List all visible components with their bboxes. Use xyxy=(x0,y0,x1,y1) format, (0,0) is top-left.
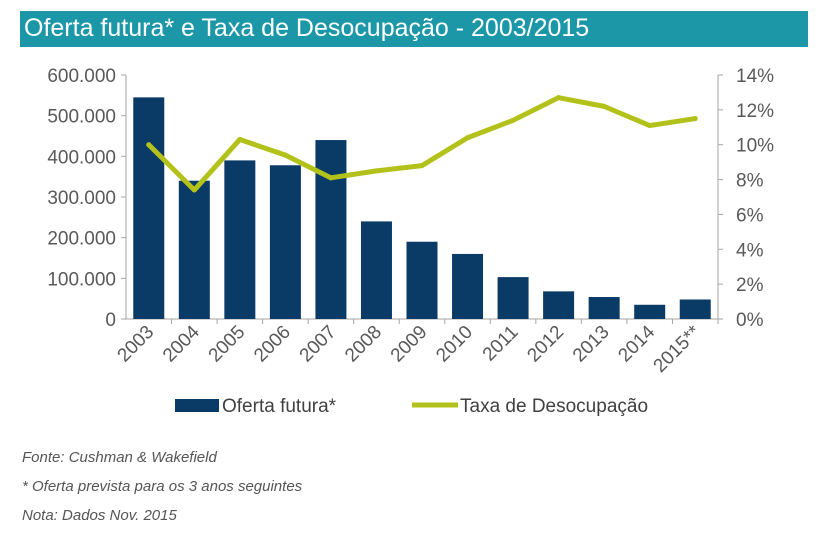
x-tick-label: 2008 xyxy=(341,322,386,367)
chart-title: Oferta futura* e Taxa de Desocupação - 2… xyxy=(24,14,590,42)
x-tick-label: 2005 xyxy=(205,322,250,367)
right-tick-label: 8% xyxy=(736,171,764,192)
x-tick-label: 2006 xyxy=(250,322,295,367)
left-tick-label: 200.000 xyxy=(47,229,116,250)
left-tick-label: 500.000 xyxy=(47,107,116,128)
left-tick-label: 600.000 xyxy=(47,66,116,87)
line-point xyxy=(692,116,698,122)
x-tick-label: 2007 xyxy=(296,322,341,367)
line-point xyxy=(510,117,516,123)
line-point xyxy=(282,152,288,158)
bar xyxy=(133,97,165,319)
line-point xyxy=(328,175,334,181)
line-point xyxy=(465,135,471,141)
source-note: Fonte: Cushman & Wakefield xyxy=(22,449,217,466)
combo-chart: 0 100.000 200.000 300.000 400.000 500.000 600.… xyxy=(47,66,774,417)
footnote: * Oferta prevista para os 3 anos seguint… xyxy=(22,478,303,495)
x-tick-label: 2011 xyxy=(479,322,523,366)
bar xyxy=(178,180,210,319)
notes: Fonte: Cushman & Wakefield * Oferta prev… xyxy=(22,448,302,535)
line-point xyxy=(373,168,379,174)
x-tick-label: 2012 xyxy=(523,322,568,367)
left-tick-label: 0 xyxy=(105,310,116,331)
legend-label-desocupacao: Taxa de Desocupação xyxy=(460,396,648,417)
right-tick-label: 12% xyxy=(736,101,774,122)
x-tick-label: 2015** xyxy=(650,321,706,377)
right-tick-label: 0% xyxy=(736,310,764,331)
line-point xyxy=(647,123,653,129)
line-point xyxy=(191,187,197,193)
left-tick-label: 300.000 xyxy=(47,188,116,209)
bar xyxy=(543,291,575,319)
bar xyxy=(634,304,666,319)
line-point xyxy=(146,142,152,148)
bar xyxy=(452,253,484,319)
right-tick-label: 6% xyxy=(736,205,764,226)
bar xyxy=(315,140,347,319)
chart-title-bar: Oferta futura* e Taxa de Desocupação - 2… xyxy=(20,11,808,47)
bar xyxy=(588,297,620,319)
bar xyxy=(497,277,529,319)
right-tick-label: 2% xyxy=(736,275,764,296)
bar xyxy=(679,299,711,319)
legend-swatch-oferta xyxy=(175,399,219,412)
date-note: Nota: Dados Nov. 2015 xyxy=(22,507,177,524)
right-tick-label: 10% xyxy=(736,136,774,157)
x-tick-label: 2010 xyxy=(432,322,477,367)
x-tick-label: 2004 xyxy=(159,321,204,366)
right-tick-label: 14% xyxy=(736,66,774,87)
right-tick-label: 4% xyxy=(736,240,764,261)
line-point xyxy=(237,136,243,142)
x-tick-label: 2003 xyxy=(114,322,159,367)
x-tick-label: 2013 xyxy=(569,322,614,367)
line-point xyxy=(556,95,562,101)
left-tick-label: 400.000 xyxy=(47,147,116,168)
bar xyxy=(269,165,301,319)
line-point xyxy=(419,163,425,169)
x-tick-label: 2009 xyxy=(387,322,432,367)
line-point xyxy=(601,103,607,109)
left-tick-label: 100.000 xyxy=(47,269,116,290)
legend-label-oferta: Oferta futura* xyxy=(222,396,337,417)
bar xyxy=(224,160,256,319)
bar xyxy=(406,241,438,319)
bar xyxy=(360,221,392,319)
